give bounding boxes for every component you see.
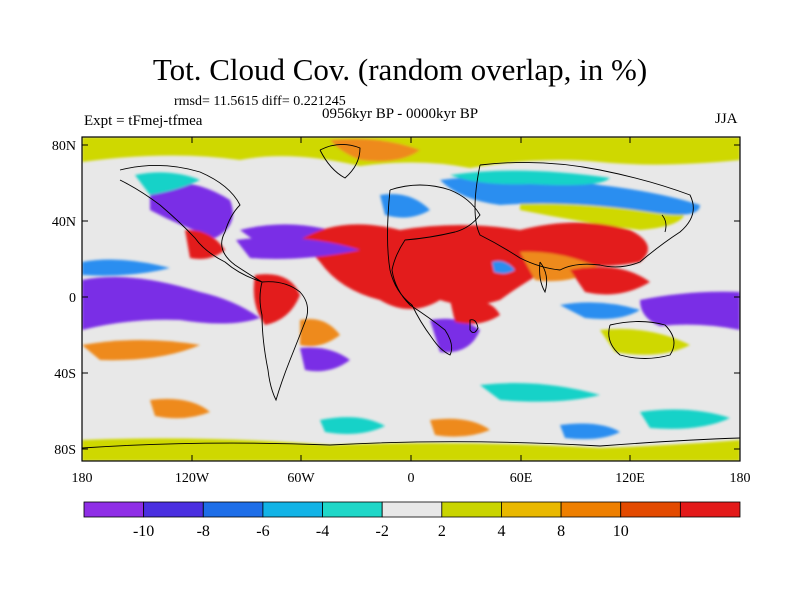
region-se-asia-red: [570, 266, 650, 295]
region-sahel-purple: [236, 237, 360, 259]
coastlines: [82, 144, 740, 449]
colorbar-label: 4: [497, 523, 505, 540]
region-so-cyan-2: [640, 409, 730, 429]
region-antarctic-yellow: [82, 438, 740, 461]
colorbar-swatch: [620, 501, 681, 518]
colorbar-swatch: [143, 501, 204, 518]
colorbar-swatch: [501, 501, 562, 518]
colorbar-label: -8: [197, 523, 210, 540]
colorbar-label: -10: [133, 523, 154, 540]
x-tick-120w: 120W: [175, 471, 210, 486]
x-tick-60w: 60W: [287, 471, 315, 486]
coast-india: [539, 261, 548, 294]
coast-japan: [661, 214, 667, 233]
coast-north-america: [119, 165, 263, 283]
experiment-label: Expt = tFmej-tfmea: [84, 113, 203, 129]
colorbar-label: 8: [557, 523, 565, 540]
x-tick-180e: 180: [730, 471, 751, 486]
colorbar-swatch: [202, 501, 264, 518]
x-tick-60e: 60E: [510, 471, 533, 486]
region-southern-africa-purple: [430, 318, 480, 353]
y-tick-0: 0: [69, 291, 76, 306]
colorbar-swatch: [83, 501, 145, 518]
y-axis: 80N 40N 0 40S 80S: [52, 139, 740, 458]
region-north-pacific-cyan: [450, 170, 610, 186]
region-arabia-blue: [492, 261, 515, 274]
region-s-pacific-cyan: [480, 382, 600, 402]
coast-madagascar: [469, 319, 479, 333]
region-west-na-purple: [150, 182, 233, 238]
y-tick-40s: 40S: [54, 367, 76, 382]
region-north-pacific-blue: [440, 176, 700, 215]
region-s-atlantic-purple: [300, 347, 350, 372]
colorbar-swatch: [381, 501, 443, 518]
region-so-orange-1: [150, 398, 210, 419]
rmsd-diff-stats: rmsd= 11.5615 diff= 0.221245: [174, 94, 346, 109]
region-tropical-pacific-blue: [82, 259, 170, 276]
colorbar-label: 2: [438, 523, 446, 540]
region-sa-orange: [300, 319, 340, 347]
y-tick-80s: 80S: [54, 443, 76, 458]
x-tick-0: 0: [408, 471, 415, 486]
region-so-blue: [560, 423, 620, 440]
plot-title: Tot. Cloud Cov. (random overlap, in %): [152, 52, 648, 87]
region-na-cyan: [135, 172, 200, 195]
colorbar-swatch: [679, 501, 741, 518]
colorbar: -10 -8 -6 -4 -2 2 4 8 10: [83, 501, 741, 540]
region-e-pacific-purple: [640, 291, 740, 330]
y-tick-40n: 40N: [52, 215, 76, 230]
region-west-us-red: [185, 229, 225, 259]
colorbar-swatch: [262, 501, 323, 518]
coast-greenland: [319, 144, 361, 179]
x-tick-180w: 180: [72, 471, 93, 486]
region-so-orange-2: [430, 418, 490, 437]
region-n-atlantic-blue: [380, 194, 430, 218]
x-tick-120e: 120E: [615, 471, 645, 486]
region-indian-ocean-red: [450, 299, 500, 324]
colorbar-label: -6: [256, 523, 269, 540]
colorbar-label: -2: [376, 523, 389, 540]
colorbar-label: 10: [613, 523, 629, 540]
coast-antarctica: [82, 437, 740, 449]
region-africa-asia-red: [300, 222, 648, 309]
colorbar-swatch: [560, 501, 622, 518]
colorbar-label: -4: [316, 523, 329, 540]
coast-europe-africa: [387, 184, 481, 356]
region-s-pacific-orange: [82, 340, 200, 361]
region-arctic-orange: [330, 138, 420, 162]
region-so-cyan-1: [320, 417, 385, 434]
region-eq-pacific-purple: [82, 276, 260, 330]
colorbar-swatch: [322, 501, 383, 518]
y-tick-80n: 80N: [52, 139, 76, 154]
colorbar-swatch: [441, 501, 502, 518]
coast-asia: [474, 161, 694, 271]
period-label: 0956kyr BP - 0000kyr BP: [322, 106, 479, 122]
cloud-anomaly-field: [82, 137, 740, 461]
x-axis: 180 120W 60W 0 60E 120E 180: [72, 137, 751, 486]
region-south-america-red: [253, 274, 300, 325]
region-australia-yellow: [600, 329, 690, 355]
coast-south-america: [259, 281, 309, 402]
region-w-pacific-blue: [560, 302, 640, 319]
season-label: JJA: [715, 111, 738, 127]
coast-australia: [608, 321, 675, 359]
